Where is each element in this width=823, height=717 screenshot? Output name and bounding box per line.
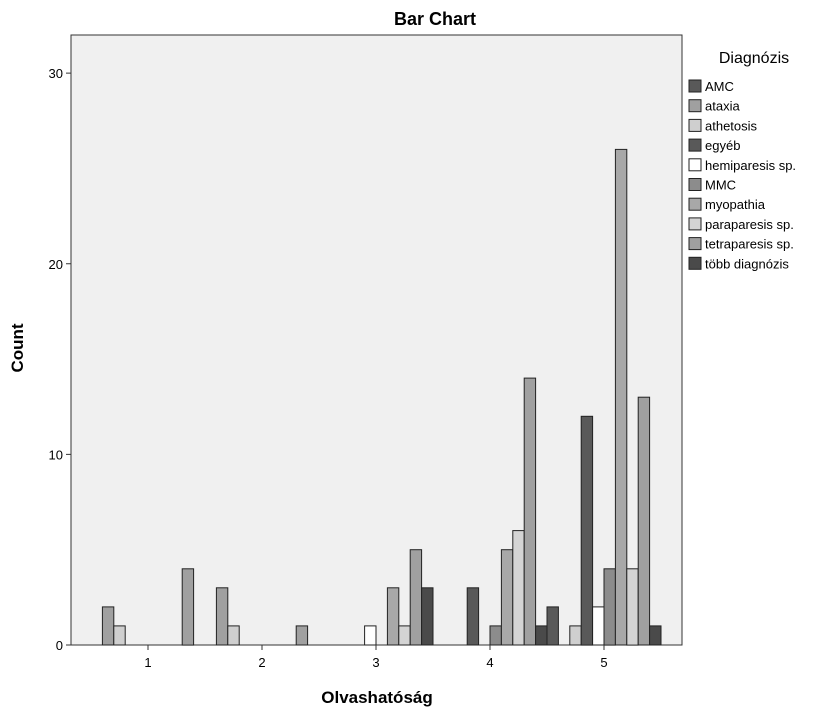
legend-swatch <box>688 217 702 231</box>
bar-tetraparesis-sp--4 <box>523 377 537 646</box>
x-tick-label: 4 <box>486 655 493 670</box>
bar-athetosis-2 <box>227 625 240 646</box>
bar-t-bb-diagn-zis-5 <box>649 625 662 646</box>
x-tick-label: 2 <box>258 655 265 670</box>
bar-athetosis-1 <box>113 625 126 646</box>
y-tick-label: 0 <box>56 638 63 653</box>
legend-swatch <box>688 138 702 152</box>
x-tick-label: 3 <box>372 655 379 670</box>
y-axis-title: Count <box>8 323 27 372</box>
legend-swatch <box>688 237 702 251</box>
legend: Diagnózis AMC ataxia athetosis egyéb hemipar… <box>688 50 796 271</box>
legend-label: myopathia <box>705 197 766 212</box>
bar-tetraparesis-sp--2 <box>295 625 309 646</box>
bar-paraparesis-sp--3 <box>398 625 411 646</box>
bar-myopathia-4 <box>500 549 514 646</box>
legend-label: több diagnózis <box>705 256 789 271</box>
bars-layer <box>101 148 662 646</box>
legend-swatch <box>688 99 702 113</box>
legend-swatch <box>688 118 702 132</box>
bar-ataxia-1 <box>101 606 115 646</box>
legend-swatch <box>688 197 702 211</box>
bar-athetosis-5 <box>569 625 582 646</box>
legend-swatch <box>688 158 702 172</box>
bar-amc-5 <box>546 606 559 646</box>
bar-mmc-4 <box>489 625 502 646</box>
legend-swatch <box>688 256 702 270</box>
plot-area <box>70 34 683 646</box>
legend-label: AMC <box>705 79 734 94</box>
legend-label: ataxia <box>705 99 740 114</box>
y-tick-label: 30 <box>49 66 63 81</box>
axis-layer: 0 10 20 30 1 2 3 4 5 <box>49 66 608 670</box>
legend-title: Diagnózis <box>719 50 789 67</box>
bar-tetraparesis-sp--1 <box>181 568 195 646</box>
chart-title: Bar Chart <box>394 9 476 29</box>
bar-myopathia-5 <box>614 148 628 646</box>
bar-mmc-5 <box>603 568 616 646</box>
bar-t-bb-diagn-zis-3 <box>421 587 434 646</box>
bar-paraparesis-sp--4 <box>512 530 525 646</box>
legend-label: tetraparesis sp. <box>705 237 794 252</box>
x-tick-label: 5 <box>600 655 607 670</box>
bar-hemiparesis-sp--3 <box>364 625 377 646</box>
y-tick-label: 20 <box>49 257 63 272</box>
x-tick-label: 1 <box>144 655 151 670</box>
bar-egy-b-5 <box>580 415 594 646</box>
bar-paraparesis-sp--5 <box>626 568 639 646</box>
legend-label: paraparesis sp. <box>705 217 794 232</box>
legend-label: hemiparesis sp. <box>705 158 796 173</box>
bar-ataxia-2 <box>215 587 229 646</box>
bar-egy-b-4 <box>466 587 480 646</box>
bar-myopathia-3 <box>386 587 400 646</box>
bar-tetraparesis-sp--5 <box>637 396 651 646</box>
legend-swatch <box>688 178 702 191</box>
x-axis-title: Olvashatóság <box>321 688 433 707</box>
legend-label: athetosis <box>705 118 758 133</box>
legend-label: egyéb <box>705 138 740 153</box>
bar-t-bb-diagn-zis-4 <box>535 625 548 646</box>
legend-label: MMC <box>705 178 736 193</box>
y-tick-label: 10 <box>49 447 63 462</box>
bar-tetraparesis-sp--3 <box>409 549 423 646</box>
legend-swatch <box>688 79 702 93</box>
bar-hemiparesis-sp--5 <box>592 606 605 646</box>
